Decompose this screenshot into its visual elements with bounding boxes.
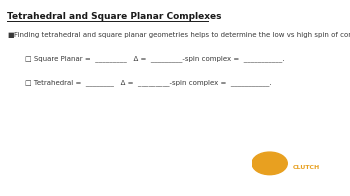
Text: ■: ■ bbox=[7, 32, 14, 38]
Text: Finding tetrahedral and square planar geometries helps to determine the low vs h: Finding tetrahedral and square planar ge… bbox=[14, 32, 350, 38]
Circle shape bbox=[252, 152, 287, 175]
Text: Tetrahedral and Square Planar Complexes: Tetrahedral and Square Planar Complexes bbox=[7, 12, 222, 21]
Text: □ Tetrahedral =  ________   Δ =  _________-spin complex =  ___________.: □ Tetrahedral = ________ Δ = _________-s… bbox=[25, 79, 271, 86]
Text: CLUTCH: CLUTCH bbox=[293, 165, 320, 170]
Text: □ Square Planar =  _________   Δ =  _________-spin complex =  ___________.: □ Square Planar = _________ Δ = ________… bbox=[25, 55, 284, 62]
